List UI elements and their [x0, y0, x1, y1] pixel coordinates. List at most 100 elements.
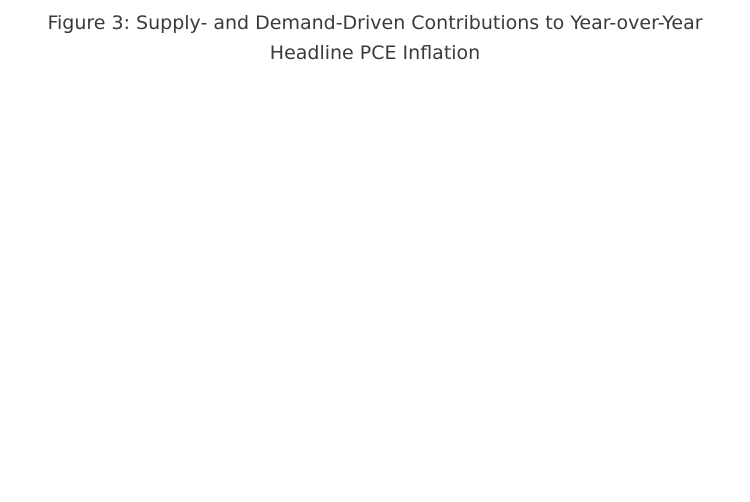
demand-bar — [648, 328, 658, 379]
ambiguous-bar — [541, 270, 551, 302]
supply-bar — [287, 330, 297, 366]
bar-stack-2023m11 — [687, 293, 697, 379]
demand-bar — [267, 377, 277, 402]
ambiguous-bar — [609, 303, 619, 315]
ambiguous-bar — [150, 342, 160, 358]
ambiguous-bar — [355, 348, 365, 379]
bar-stack-2019m6 — [169, 331, 179, 379]
bar-stack-2021m3 — [375, 289, 385, 379]
bar-stack-2020m10 — [326, 318, 336, 402]
demand-bar — [609, 313, 619, 379]
bar-stack-2020m8 — [306, 318, 316, 400]
demand-bar — [570, 305, 580, 379]
ambiguous-bar — [619, 305, 629, 318]
bar-stack-2020m2 — [248, 323, 258, 379]
bar-stack-2023m5 — [629, 251, 639, 379]
ambiguous-bar — [306, 360, 316, 379]
bar-stack-2022m8 — [541, 172, 551, 379]
demand-bar — [531, 301, 541, 379]
supply-bar — [248, 323, 258, 342]
ambiguous-bar — [658, 317, 668, 326]
ambiguous-bar — [531, 274, 541, 302]
bar-stack-2022m4 — [502, 169, 512, 379]
supply-bar — [345, 312, 355, 359]
demand-bar — [433, 330, 443, 379]
x-tick-label: 2021m3 — [373, 425, 387, 475]
demand-bar — [169, 360, 179, 379]
bar-stack-2020m11 — [335, 316, 345, 403]
x-tick-label: 2020m5 — [275, 425, 289, 475]
bar-stack-2022m1 — [472, 177, 482, 379]
supply-bar — [365, 296, 375, 340]
ambiguous-bar — [228, 336, 238, 351]
demand-bar — [238, 350, 248, 379]
x-tick-label: 2020m9 — [314, 425, 328, 475]
supply-bar — [609, 236, 619, 305]
ambiguous-bar — [267, 367, 277, 379]
supply-bar — [560, 177, 570, 281]
ambiguous-bar — [589, 294, 599, 304]
demand-bar — [629, 325, 639, 379]
supply-bar — [306, 318, 316, 361]
x-tick-label: 2019m3 — [138, 425, 152, 475]
demand-bar — [589, 302, 599, 379]
ambiguous-bar — [462, 261, 472, 312]
bar-stack-2022m10 — [560, 177, 570, 379]
ambiguous-bar — [492, 268, 502, 303]
ambiguous-bar — [560, 279, 570, 302]
ambiguous-bar — [101, 348, 111, 360]
x-tick-label: 2022m1 — [470, 425, 484, 475]
demand-bar — [345, 377, 355, 400]
ambiguous-bar — [208, 346, 218, 360]
supply-bar — [179, 331, 189, 349]
x-tick-label: 2023m1 — [588, 425, 602, 475]
ambiguous-bar — [443, 269, 453, 315]
supply-bar — [335, 316, 345, 363]
ambiguous-bar — [169, 347, 179, 362]
demand-bar — [277, 377, 287, 403]
supply-bar — [160, 330, 170, 349]
bar-stack-2019m2 — [130, 331, 140, 379]
bar-stack-2022m9 — [550, 171, 560, 379]
supply-bar — [355, 302, 365, 349]
supply-bar — [394, 243, 404, 295]
bar-stack-2021m12 — [462, 180, 472, 379]
supply-bar — [199, 335, 209, 349]
supply-bar — [169, 331, 179, 349]
bar-stack-2019m5 — [160, 330, 170, 379]
demand-bar — [482, 300, 492, 379]
chart-title-line-2: Headline PCE Inflation — [269, 42, 481, 64]
ambiguous-bar — [345, 357, 355, 379]
ambiguous-bar — [648, 315, 658, 330]
bar-stack-2018m12 — [111, 317, 121, 379]
demand-bar — [140, 362, 150, 379]
supply-bar — [502, 169, 512, 275]
bar-stack-2023m7 — [648, 272, 658, 379]
bar-stack-2023m9 — [668, 269, 678, 379]
x-tick-label: 2018m11 — [99, 425, 113, 483]
demand-bar — [492, 302, 502, 379]
x-tick-label: 2020m3 — [255, 425, 269, 475]
supply-bar — [638, 275, 648, 321]
ambiguous-bar — [189, 347, 199, 361]
supply-bar — [150, 326, 160, 343]
demand-bar — [130, 366, 140, 379]
x-tick-label: 2021m1 — [353, 425, 367, 475]
bar-stack-2019m8 — [189, 331, 199, 379]
x-tick-label: 2023m7 — [646, 425, 660, 475]
demand-bar — [257, 370, 267, 379]
bar-stack-2019m4 — [150, 326, 160, 379]
y-tick-label: 6 — [88, 179, 96, 194]
ambiguous-bar — [453, 260, 463, 311]
bar-stack-2023m2 — [599, 213, 609, 379]
supply-bar — [111, 317, 121, 352]
supply-bar — [531, 169, 541, 275]
ambiguous-bar — [121, 354, 131, 366]
ambiguous-bar — [238, 336, 248, 351]
legend: Demand-driven Inflation Ambiguous Supply… — [226, 113, 714, 128]
x-tick-label: 2019m7 — [177, 425, 191, 475]
ambiguous-bar — [433, 286, 443, 331]
demand-bar — [189, 359, 199, 379]
ambiguous-bar — [570, 289, 580, 306]
